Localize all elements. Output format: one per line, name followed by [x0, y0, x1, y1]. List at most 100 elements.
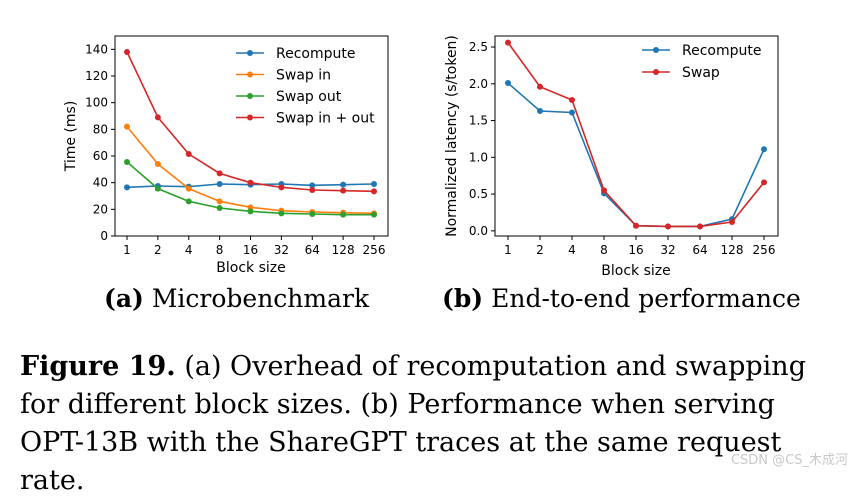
y-tick-label: 60 — [93, 149, 108, 163]
data-point-swap — [729, 219, 735, 226]
y-tick-label: 80 — [93, 122, 108, 136]
legend-marker-swap-in-out — [247, 114, 253, 121]
watermark: CSDN @CS_木成河 — [730, 453, 848, 468]
legend-label-recompute: Recompute — [276, 46, 355, 62]
series-line-swap — [507, 42, 765, 228]
x-tick-label: 256 — [753, 243, 776, 257]
legend-marker-swap-in — [247, 71, 253, 78]
data-point-recompute — [537, 108, 543, 114]
data-point-swap-out — [247, 208, 254, 215]
plot-frame — [114, 35, 389, 237]
data-point-swap-out — [309, 211, 316, 217]
legend-marker-recompute — [247, 50, 253, 56]
legend-marker-recompute — [653, 47, 659, 53]
x-tick-label: 2 — [536, 243, 544, 257]
x-tick-label: 8 — [216, 243, 224, 257]
data-point-swap — [761, 179, 767, 186]
x-tick-label: 1 — [504, 243, 512, 257]
data-point-swap-out — [154, 185, 161, 192]
y-axis-label: Time (ms) — [63, 101, 79, 173]
data-point-swap-out — [216, 205, 223, 211]
legend: Recompute Swap — [642, 43, 761, 81]
y-axis-label: Normalized latency (s/token) — [444, 35, 460, 237]
data-point-swap-in — [124, 123, 130, 130]
x-tick-label: 4 — [568, 243, 576, 257]
y-tick-label: 2.5 — [469, 40, 488, 54]
x-tick-label: 16 — [243, 243, 258, 257]
data-point-swap-in-out — [309, 187, 316, 193]
data-point-recompute — [340, 181, 347, 188]
x-tick-label: 32 — [660, 243, 675, 257]
data-point-swap-in-out — [278, 184, 285, 191]
x-axis-label: Block size — [601, 263, 670, 279]
data-point-swap-in-out — [371, 188, 377, 195]
x-tick-label: 256 — [363, 243, 386, 257]
legend-marker-swap-out — [247, 93, 253, 99]
x-axis-label: Block size — [216, 260, 285, 276]
data-point-swap-in — [154, 161, 161, 167]
figure-caption-text: (a) Overhead of recomputation and swappi… — [20, 351, 806, 496]
y-tick-label: 1.5 — [469, 114, 488, 128]
y-tick-label: 0.5 — [469, 187, 488, 201]
legend-label-swap-in: Swap in — [276, 68, 331, 84]
legend-marker-swap — [653, 69, 659, 75]
y-tick-label: 0 — [100, 229, 108, 243]
x-tick-label: 64 — [692, 243, 707, 257]
subcaption-a-title: Microbenchmark — [151, 284, 370, 313]
subcaption-b-title: End-to-end performance — [491, 284, 801, 313]
figure-caption: Figure 19. (a) Overhead of recomputation… — [20, 348, 842, 500]
data-point-swap-in-out — [247, 179, 254, 186]
data-point-swap-in — [216, 198, 223, 205]
data-point-swap — [697, 223, 703, 230]
x-tick-label: 4 — [185, 243, 193, 257]
subcaption-a-tag: (a) — [104, 284, 144, 313]
legend: Recompute Swap in Swap out Swap in + out — [236, 46, 375, 127]
legend-label-swap-in-out: Swap in + out — [276, 111, 375, 127]
x-tick-label: 128 — [332, 243, 355, 257]
x-tick-label: 128 — [721, 243, 744, 257]
data-point-recompute — [761, 146, 767, 153]
chart-microbenchmark: 0 20 40 60 80 100 120 140 1 2 4 8 16 32 64 128 256 Bloc… — [63, 35, 389, 276]
plot-frame — [494, 35, 779, 237]
y-tick-label: 20 — [93, 202, 108, 216]
x-tick-label: 64 — [305, 243, 320, 257]
data-point-swap — [569, 96, 575, 103]
data-point-swap — [601, 187, 607, 194]
data-point-swap-out — [124, 159, 130, 165]
data-point-swap-in-out — [340, 187, 347, 194]
figure-label: Figure 19. — [20, 351, 176, 382]
y-tick-label: 40 — [93, 176, 108, 190]
subcaption-b-tag: (b) — [442, 284, 484, 313]
x-tick-label: 16 — [628, 243, 643, 257]
y-tick-label: 140 — [85, 42, 108, 56]
data-point-swap-out — [371, 211, 377, 218]
series-line-recompute — [507, 82, 765, 228]
legend-label-recompute: Recompute — [682, 43, 761, 59]
data-point-swap-in-out — [154, 114, 161, 121]
data-point-swap-out — [278, 210, 285, 217]
data-point-recompute — [569, 109, 575, 116]
data-point-recompute — [216, 181, 223, 187]
data-point-swap — [505, 39, 511, 46]
data-point-swap-in — [185, 185, 192, 192]
y-tick-label: 120 — [85, 69, 108, 83]
data-point-swap — [665, 223, 671, 230]
y-tick-label: 100 — [85, 96, 108, 110]
data-point-recompute — [124, 184, 130, 191]
x-tick-label: 32 — [274, 243, 289, 257]
data-point-swap-in-out — [216, 170, 223, 177]
data-point-swap — [633, 222, 639, 229]
subcaption-a: (a) Microbenchmark — [104, 284, 369, 313]
data-point-swap-out — [340, 211, 347, 218]
data-point-recompute — [371, 181, 377, 187]
y-tick-label: 2.0 — [469, 77, 488, 91]
chart-end-to-end: 0.0 0.5 1.0 1.5 2.0 2.5 1 2 4 8 16 32 64 128 256 Bloc… — [444, 35, 779, 279]
x-tick-label: 1 — [123, 243, 131, 257]
data-point-swap — [537, 83, 543, 90]
series-line-swap-in — [126, 126, 375, 215]
data-point-recompute — [309, 182, 316, 189]
x-tick-label: 8 — [600, 243, 608, 257]
subcaption-b: (b) End-to-end performance — [442, 284, 801, 313]
data-point-recompute — [505, 80, 511, 87]
data-point-swap-in-out — [124, 49, 130, 55]
